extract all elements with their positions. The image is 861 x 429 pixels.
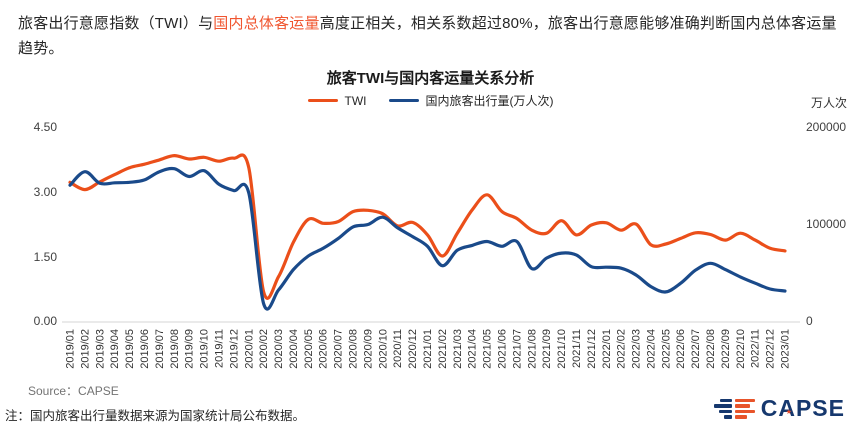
x-axis-tick-label: 2022/01 [601, 329, 613, 369]
x-axis-tick-label: 2019/03 [94, 329, 106, 369]
x-axis-tick-label: 2022/06 [675, 329, 687, 369]
logo-text: CAPSE [760, 395, 845, 421]
x-axis-tick-label: 2020/09 [362, 329, 374, 369]
legend-item-twi: TWI [307, 93, 367, 108]
x-axis-tick-label: 2022/07 [690, 329, 702, 369]
intro-text-2: 高度正相关，相关系数超过80%，旅客出行意愿能够准确判断国内总体客运量趋势。 [18, 15, 837, 57]
x-axis-tick-label: 2020/08 [348, 329, 360, 369]
right-axis-tick-0: 0 [806, 314, 813, 328]
source-label: Source：CAPSE [28, 384, 119, 398]
x-axis-tick-label: 2020/12 [407, 329, 419, 369]
x-axis-tick-label: 2021/11 [571, 329, 583, 368]
x-axis-tick-label: 2021/07 [511, 329, 523, 369]
x-axis-tick-label: 2021/08 [526, 329, 538, 369]
volume-line-swatch [388, 98, 419, 103]
x-axis-tick-label: 2021/02 [437, 329, 449, 369]
x-axis-tick-label: 2020/06 [318, 329, 330, 369]
x-axis-tick-label: 2023/01 [780, 329, 792, 369]
x-axis-tick-label: 2022/08 [705, 329, 717, 369]
x-axis-tick-label: 2022/09 [720, 329, 732, 369]
x-axis-tick-label: 2021/10 [556, 329, 568, 369]
x-axis-tick-label: 2021/03 [452, 329, 464, 369]
x-axis-tick-label: 2022/11 [750, 329, 762, 368]
x-axis-tick-label: 2019/08 [169, 329, 181, 369]
x-axis-tick-label: 2022/03 [631, 329, 643, 369]
left-axis-tick-000: 0.00 [33, 314, 57, 328]
logo-orange-bars [734, 398, 755, 419]
logo-bar [723, 415, 732, 419]
intro-text-1: 旅客出行意愿指数（TWI）与 [18, 15, 214, 32]
logo-bar [734, 398, 755, 402]
x-axis-tick-label: 2020/04 [288, 329, 300, 369]
x-axis-tick-label: 2020/07 [333, 329, 345, 369]
logo-blue-bars [713, 398, 732, 419]
x-axis-tick-label: 2021/09 [541, 329, 553, 369]
x-axis-tick-label: 2019/07 [154, 329, 166, 369]
right-axis-unit-label: 万人次 [810, 96, 847, 110]
right-axis-tick-200000: 200000 [806, 120, 847, 134]
logo-bar [718, 409, 732, 413]
left-axis-tick-450: 4.50 [33, 120, 57, 134]
x-axis-tick-label: 2020/01 [243, 329, 255, 369]
x-axis-tick-label: 2022/02 [616, 329, 628, 369]
legend-label-volume: 国内旅客出行量(万人次) [425, 94, 554, 108]
footnote: 注：国内旅客出行量数据来源为国家统计局公布数据。 [5, 409, 306, 423]
x-axis-tick-label: 2019/02 [79, 329, 91, 369]
x-axis-tick-label: 2022/04 [645, 329, 657, 369]
x-axis-tick-label: 2019/01 [65, 329, 77, 369]
logo-bar [734, 415, 747, 419]
x-axis-tick-label: 2019/11 [213, 329, 225, 368]
logo-star-icon: ★ [785, 409, 794, 416]
capse-logo: CAPSE ★ [713, 395, 845, 422]
x-axis-tick-label: 2021/05 [482, 329, 494, 369]
legend-label-twi: TWI [344, 93, 367, 108]
x-axis-tick-label: 2019/05 [124, 329, 136, 369]
intro-highlight: 国内总体客运量 [213, 15, 320, 32]
x-axis-tick-label: 2020/03 [273, 329, 285, 369]
x-axis-tick-label: 2019/10 [199, 329, 211, 369]
right-axis-tick-100000: 100000 [806, 217, 847, 231]
chart-title: 旅客TWI与国内客运量关系分析 [326, 70, 535, 87]
left-axis-tick-300: 3.00 [33, 185, 57, 199]
x-axis-tick-label: 2022/10 [735, 329, 747, 369]
x-axis-tick-label: 2021/04 [467, 329, 479, 369]
x-axis-tick-label: 2019/12 [228, 329, 240, 369]
x-axis-tick-label: 2019/06 [139, 329, 151, 369]
logo-bar [713, 404, 732, 408]
logo-bar [719, 398, 732, 402]
chart-legend: TWI 国内旅客出行量(万人次) [0, 92, 861, 109]
left-axis-tick-150: 1.50 [33, 250, 57, 264]
logo-wordmark: CAPSE ★ [761, 395, 845, 422]
x-axis-tick-label: 2022/12 [765, 329, 777, 369]
x-axis-tick-label: 2020/10 [377, 329, 389, 369]
logo-bar [734, 404, 750, 408]
legend-item-volume: 国内旅客出行量(万人次) [388, 92, 554, 109]
x-axis-tick-label: 2021/01 [422, 329, 434, 369]
twi-line-swatch [307, 98, 338, 103]
capse-logo-bars-icon [713, 398, 755, 419]
intro-paragraph: 旅客出行意愿指数（TWI）与国内总体客运量高度正相关，相关系数超过80%，旅客出… [18, 11, 848, 61]
twi-line [68, 153, 787, 300]
x-axis-tick-label: 2019/09 [184, 329, 196, 369]
x-axis-tick-label: 2022/05 [660, 329, 672, 369]
volume-line [68, 166, 787, 311]
x-axis-tick-label: 2020/05 [303, 329, 315, 369]
x-axis-tick-label: 2020/11 [392, 329, 404, 368]
x-axis-tick-label: 2021/12 [586, 329, 598, 369]
x-axis-tick-label: 2019/04 [109, 329, 121, 369]
x-axis-tick-label: 2020/02 [258, 329, 270, 369]
logo-bar [734, 409, 755, 413]
x-axis-tick-label: 2021/06 [496, 329, 508, 369]
